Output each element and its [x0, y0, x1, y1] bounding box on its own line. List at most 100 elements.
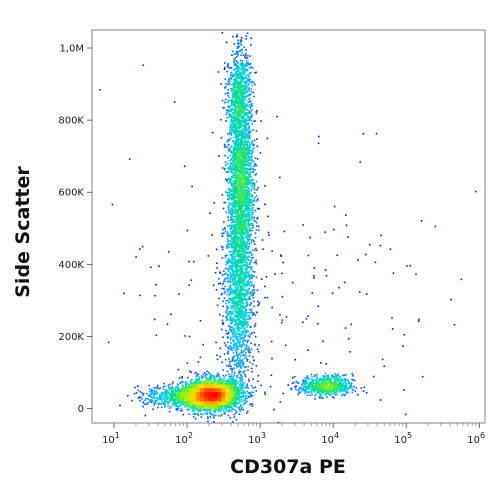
event-dot [137, 385, 139, 387]
event-dot [239, 40, 242, 42]
event-dot [345, 383, 348, 386]
event-dot [229, 284, 232, 287]
event-dot [245, 35, 247, 37]
event-dot [233, 372, 236, 375]
event-dot [231, 369, 233, 371]
event-dot [233, 68, 236, 71]
event-dot [233, 236, 235, 238]
event-dot [227, 341, 229, 344]
event-dot [169, 397, 171, 400]
event-dot [241, 381, 243, 383]
event-dot [358, 291, 361, 293]
event-dot [209, 410, 211, 413]
event-dot [234, 172, 237, 174]
event-dot [221, 246, 224, 249]
event-dot [232, 278, 234, 280]
event-dot [240, 91, 243, 93]
event-dot [340, 379, 343, 382]
event-dot [240, 104, 243, 107]
event-dot [238, 220, 240, 222]
event-dot [144, 414, 147, 417]
event-dot [232, 97, 235, 99]
event-dot [245, 344, 248, 346]
event-dot [231, 378, 233, 380]
event-dots-layer [99, 32, 477, 424]
event-dot [251, 370, 253, 373]
event-dot [290, 387, 293, 390]
event-dot [246, 303, 248, 306]
event-dot [240, 276, 243, 279]
event-dot [225, 179, 228, 181]
event-dot [232, 88, 234, 90]
event-dot [153, 389, 155, 392]
event-dot [274, 273, 276, 275]
event-dot [238, 259, 240, 262]
event-dot [306, 377, 308, 380]
event-dot [243, 330, 246, 332]
event-dot [232, 340, 234, 343]
event-dot [153, 404, 156, 406]
event-dot [255, 112, 258, 115]
event-dot [160, 398, 163, 400]
event-dot [230, 257, 233, 259]
event-dot [228, 110, 231, 113]
event-dot [244, 96, 246, 99]
event-dot [234, 306, 237, 309]
event-dot [154, 393, 156, 396]
event-dot [240, 266, 242, 268]
event-dot [229, 198, 232, 200]
event-dot [250, 239, 253, 241]
event-dot [229, 345, 231, 347]
event-dot [235, 303, 238, 305]
event-dot [172, 402, 174, 404]
event-dot [238, 359, 240, 362]
event-dot [157, 403, 160, 406]
event-dot [196, 408, 199, 410]
event-dot [235, 291, 238, 293]
event-dot [247, 127, 250, 129]
event-dot [231, 83, 234, 85]
event-dot [233, 367, 236, 369]
event-dot [246, 141, 248, 144]
event-dot [241, 325, 243, 327]
event-dot [231, 274, 233, 277]
event-dot [320, 362, 322, 364]
event-dot [217, 71, 220, 73]
event-dot [228, 166, 230, 169]
event-dot [233, 82, 235, 84]
event-dot [302, 387, 305, 390]
event-dot [232, 276, 234, 279]
event-dot [245, 412, 248, 414]
event-dot [245, 65, 247, 68]
event-dot [231, 98, 233, 101]
event-dot [237, 54, 239, 56]
event-dot [253, 120, 255, 123]
event-dot [230, 121, 233, 124]
event-dot [239, 124, 241, 127]
event-dot [139, 400, 141, 402]
event-dot [230, 219, 232, 221]
event-dot [142, 64, 145, 66]
event-dot [250, 202, 252, 204]
event-dot [233, 261, 235, 263]
event-dot [241, 143, 244, 145]
event-dot [249, 403, 251, 406]
event-dot [232, 333, 234, 336]
event-dot [245, 355, 248, 358]
event-dot [241, 265, 244, 267]
event-dot [241, 383, 243, 386]
event-dot [178, 408, 180, 410]
event-dot [236, 353, 239, 356]
event-dot [229, 137, 232, 140]
event-dot [126, 394, 129, 397]
event-dot [239, 81, 242, 84]
event-dot [232, 321, 234, 323]
event-dot [460, 278, 463, 281]
event-dot [222, 305, 224, 308]
event-dot [245, 149, 248, 152]
event-dot [232, 221, 234, 223]
event-dot [248, 263, 251, 266]
event-dot [312, 379, 314, 382]
event-dot [243, 259, 245, 261]
event-dot [153, 318, 156, 321]
